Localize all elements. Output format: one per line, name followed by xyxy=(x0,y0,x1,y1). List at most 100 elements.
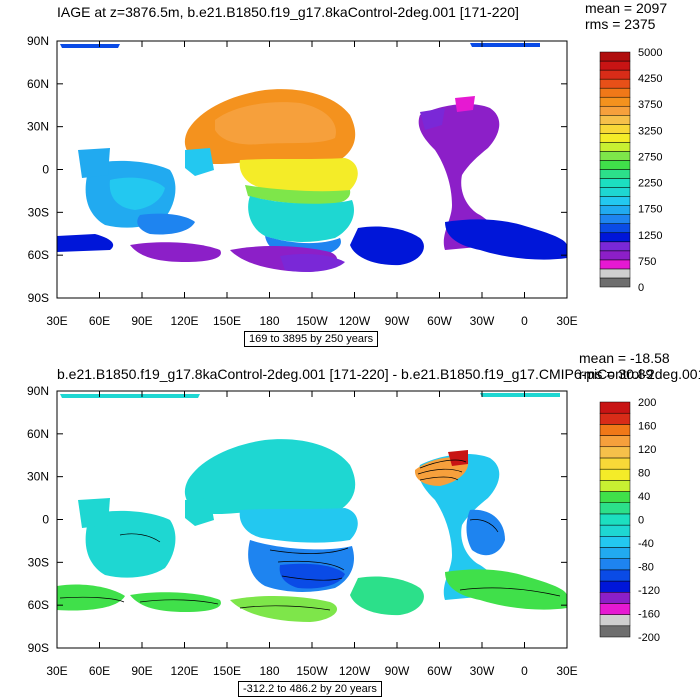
colorbar-swatch xyxy=(599,133,631,143)
southern-ocean-atlantic xyxy=(445,569,567,610)
x-tick-label: 90W xyxy=(385,314,410,328)
x-tick-label: 60E xyxy=(89,314,110,328)
colorbar-swatch xyxy=(599,569,631,582)
colorbar-label: -40 xyxy=(638,538,654,550)
arctic-strip-right xyxy=(480,393,560,397)
colorbar-swatch xyxy=(599,502,631,515)
colorbar-label: 2250 xyxy=(638,178,662,190)
colorbar-swatch xyxy=(599,259,631,270)
equatorial-pacific-region xyxy=(239,158,358,193)
colorbar-label: 80 xyxy=(638,468,650,480)
panel-difference: b.e21.B1850.f19_g17.8kaControl-2deg.001 … xyxy=(0,350,700,700)
x-tick-label: 120W xyxy=(339,314,371,328)
x-tick-label: 60W xyxy=(427,664,452,678)
colorbar-swatch xyxy=(599,151,631,161)
colorbar-swatch xyxy=(599,491,631,503)
north-atlantic-region xyxy=(418,104,502,250)
southern-ocean-west xyxy=(57,234,114,252)
labrador-patch xyxy=(420,108,445,130)
y-tick-label: 0 xyxy=(42,513,49,527)
x-tick-label: 150E xyxy=(213,314,241,328)
colorbar-swatch xyxy=(599,250,631,261)
x-tick-label: 90W xyxy=(385,664,410,678)
colorbar-label: 4250 xyxy=(638,73,662,85)
southern-ocean-purple xyxy=(130,242,221,262)
colorbar-swatch xyxy=(599,277,631,288)
y-tick-label: 60N xyxy=(27,427,49,441)
colorbar-swatch xyxy=(599,160,631,170)
x-tick-label: 60E xyxy=(89,664,110,678)
panel-iage: IAGE at z=3876.5m, b.e21.B1850.f19_g17.8… xyxy=(27,0,668,347)
colorbar-label: -160 xyxy=(638,609,660,621)
colorbar-swatch xyxy=(599,78,631,89)
x-tick-label: 90E xyxy=(131,314,152,328)
colorbar-label: 40 xyxy=(638,491,650,503)
colorbar-swatch xyxy=(599,446,631,459)
x-tick-label: 90E xyxy=(131,664,152,678)
colorbar: 0 750 1250 1750 2250 2750 3250 3750 4250 5000 xyxy=(599,47,662,294)
colorbar-swatch xyxy=(599,513,631,526)
colorbar-label: -80 xyxy=(638,562,654,574)
colorbar-swatch xyxy=(599,412,631,425)
mean-label: mean = -18.58 xyxy=(579,350,670,366)
indian-ocean-cyan xyxy=(109,177,165,210)
colorbar-swatch xyxy=(599,603,631,615)
y-tick-label: 30S xyxy=(28,205,49,219)
west-indian-patch xyxy=(78,498,110,528)
southern-ocean-pacific-band xyxy=(280,254,345,272)
x-tick-label: 0 xyxy=(521,314,528,328)
colorbar-swatch xyxy=(599,187,631,197)
colorbar-swatch xyxy=(599,625,631,638)
colorbar-swatch xyxy=(599,401,631,414)
colorbar-label: 160 xyxy=(638,421,656,433)
map-plot: 30E 60E 90E 120E 150E 180 150W 120W 90W 60W 30W 0 30… xyxy=(27,384,660,678)
arctic-strip-left xyxy=(60,44,120,48)
south-atlantic-blue xyxy=(466,509,505,556)
y-tick-label: 60S xyxy=(28,248,49,262)
axis-ticks: 30E 60E 90E 120E 150E 180 150W 120W 90W 60W 30W 0 30… xyxy=(27,34,578,328)
colorbar-swatch xyxy=(599,69,631,80)
plot-title: b.e21.B1850.f19_g17.8kaControl-2deg.001 … xyxy=(57,366,700,382)
y-tick-label: 60S xyxy=(28,598,49,612)
rms-label: rms = 2375 xyxy=(585,16,656,32)
y-tick-label: 90S xyxy=(28,291,49,305)
colorbar-label: 3250 xyxy=(638,125,662,137)
x-tick-label: 120E xyxy=(170,664,198,678)
colorbar-label: 5000 xyxy=(638,47,662,59)
colorbar-swatch xyxy=(599,115,631,125)
y-tick-label: 30N xyxy=(27,120,49,134)
colorbar-swatch xyxy=(599,96,631,107)
colorbar-swatch xyxy=(599,178,631,188)
colorbar-swatch xyxy=(599,60,631,71)
colorbar-swatch xyxy=(599,547,631,559)
colorbar-swatch xyxy=(599,591,631,604)
x-tick-label: 60W xyxy=(427,314,452,328)
colorbar-label: 2750 xyxy=(638,151,662,163)
x-tick-label: 30W xyxy=(470,314,495,328)
x-tick-label: 180 xyxy=(259,314,279,328)
x-tick-label: 30E xyxy=(46,314,67,328)
north-atlantic-peak xyxy=(448,450,468,466)
colorbar-swatch xyxy=(599,241,631,252)
x-tick-label: 30E xyxy=(556,314,577,328)
southern-ocean-band xyxy=(130,592,221,612)
colorbar-swatch xyxy=(599,205,631,215)
north-pacific-core xyxy=(215,102,336,145)
southern-ocean-pacific-band xyxy=(230,596,338,622)
x-tick-label: 150W xyxy=(296,664,328,678)
contour-range-box: 169 to 3895 by 250 years xyxy=(244,331,379,347)
equatorial-pacific-green xyxy=(245,185,351,205)
southern-ocean-atlantic xyxy=(445,219,567,260)
colorbar-label: 1250 xyxy=(638,230,662,242)
contour-range-box: -312.2 to 486.2 by 20 years xyxy=(238,681,382,697)
mean-label: mean = 2097 xyxy=(585,0,668,16)
rms-label: rms = 30.89 xyxy=(579,366,654,382)
y-tick-label: 30N xyxy=(27,470,49,484)
colorbar-label: 120 xyxy=(638,444,656,456)
x-tick-label: 30E xyxy=(46,664,67,678)
colorbar-swatch xyxy=(599,435,631,448)
colorbar-swatch xyxy=(599,614,631,627)
colorbar-label: 200 xyxy=(638,397,656,409)
colorbar-swatch xyxy=(599,480,631,492)
southern-ocean-blue-left xyxy=(137,213,195,235)
